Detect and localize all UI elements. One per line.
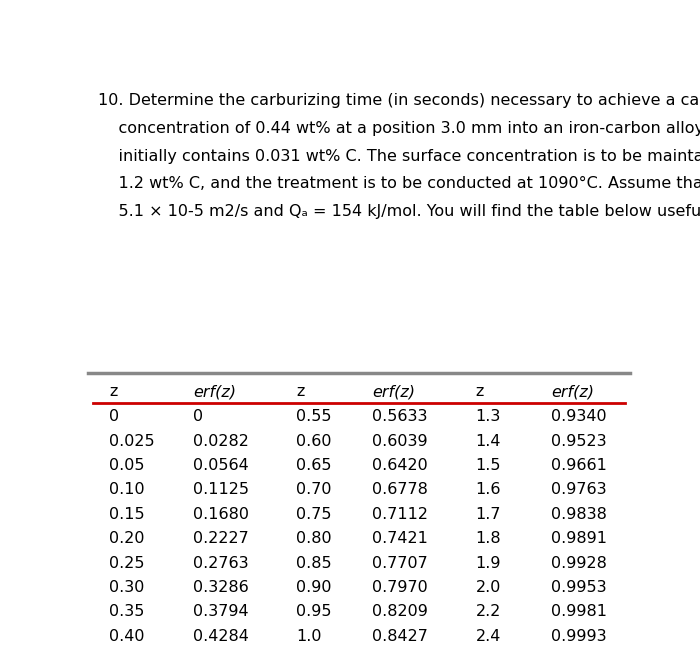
Text: 0.9523: 0.9523 [552, 434, 607, 449]
Text: 0.95: 0.95 [296, 604, 332, 619]
Text: 0.9953: 0.9953 [552, 580, 607, 595]
Text: 1.4: 1.4 [475, 434, 501, 449]
Text: 0.10: 0.10 [109, 483, 145, 498]
Text: 0.9993: 0.9993 [552, 629, 607, 644]
Text: z: z [296, 384, 304, 399]
Text: 1.6: 1.6 [475, 483, 501, 498]
Text: 0.75: 0.75 [296, 507, 332, 522]
Text: 0.8209: 0.8209 [372, 604, 428, 619]
Text: 0.6420: 0.6420 [372, 458, 428, 473]
Text: 0.20: 0.20 [109, 531, 145, 546]
Text: 1.3: 1.3 [475, 409, 500, 424]
Text: 1.8: 1.8 [475, 531, 501, 546]
Text: initially contains 0.031 wt% C. The surface concentration is to be maintained at: initially contains 0.031 wt% C. The surf… [98, 149, 700, 164]
Text: 0.05: 0.05 [109, 458, 145, 473]
Text: 0.15: 0.15 [109, 507, 145, 522]
Text: 0.60: 0.60 [296, 434, 332, 449]
Text: erf(z): erf(z) [193, 384, 237, 399]
Text: concentration of 0.44 wt% at a position 3.0 mm into an iron-carbon alloy that: concentration of 0.44 wt% at a position … [98, 121, 700, 136]
Text: 1.5: 1.5 [475, 458, 501, 473]
Text: z: z [475, 384, 484, 399]
Text: 0.7707: 0.7707 [372, 556, 428, 571]
Text: 0.2763: 0.2763 [193, 556, 249, 571]
Text: 0.70: 0.70 [296, 483, 332, 498]
Text: 2.0: 2.0 [475, 580, 500, 595]
Text: 1.0: 1.0 [296, 629, 322, 644]
Text: 0.35: 0.35 [109, 604, 145, 619]
Text: 0.80: 0.80 [296, 531, 332, 546]
Text: 0.3286: 0.3286 [193, 580, 249, 595]
Text: 10. Determine the carburizing time (in seconds) necessary to achieve a carbon: 10. Determine the carburizing time (in s… [98, 93, 700, 108]
Text: 0.9891: 0.9891 [552, 531, 608, 546]
Text: 0.7112: 0.7112 [372, 507, 428, 522]
Text: 0.3794: 0.3794 [193, 604, 249, 619]
Text: 0.9763: 0.9763 [552, 483, 607, 498]
Text: 1.7: 1.7 [475, 507, 501, 522]
Text: 0.55: 0.55 [296, 409, 332, 424]
Text: erf(z): erf(z) [372, 384, 415, 399]
Text: 0.65: 0.65 [296, 458, 332, 473]
Text: 0.30: 0.30 [109, 580, 145, 595]
Text: 0: 0 [109, 409, 119, 424]
Text: 0.1125: 0.1125 [193, 483, 249, 498]
Text: 2.2: 2.2 [475, 604, 500, 619]
Text: 0.025: 0.025 [109, 434, 155, 449]
Text: 0.6778: 0.6778 [372, 483, 428, 498]
Text: 0.7970: 0.7970 [372, 580, 428, 595]
Text: 0.7421: 0.7421 [372, 531, 428, 546]
Text: 0.0564: 0.0564 [193, 458, 249, 473]
Text: 0.9981: 0.9981 [552, 604, 608, 619]
Text: 0.9661: 0.9661 [552, 458, 607, 473]
Text: 1.9: 1.9 [475, 556, 501, 571]
Text: 0.1680: 0.1680 [193, 507, 249, 522]
Text: 0.0282: 0.0282 [193, 434, 249, 449]
Text: 0.90: 0.90 [296, 580, 332, 595]
Text: 1.2 wt% C, and the treatment is to be conducted at 1090°C. Assume that D0 =: 1.2 wt% C, and the treatment is to be co… [98, 176, 700, 191]
Text: 0.9340: 0.9340 [552, 409, 607, 424]
Text: 0.25: 0.25 [109, 556, 145, 571]
Text: 0.4284: 0.4284 [193, 629, 249, 644]
Text: 0.2227: 0.2227 [193, 531, 249, 546]
Text: z: z [109, 384, 118, 399]
Text: 0.40: 0.40 [109, 629, 145, 644]
Text: 0.5633: 0.5633 [372, 409, 428, 424]
Text: 0.9838: 0.9838 [552, 507, 607, 522]
Text: erf(z): erf(z) [552, 384, 594, 399]
Text: 0.8427: 0.8427 [372, 629, 428, 644]
Text: 0.9928: 0.9928 [552, 556, 607, 571]
Text: 2.4: 2.4 [475, 629, 500, 644]
Text: 0: 0 [193, 409, 204, 424]
Text: 0.85: 0.85 [296, 556, 332, 571]
Text: 5.1 × 10-5 m2/s and Qₐ = 154 kJ/mol. You will find the table below useful.: 5.1 × 10-5 m2/s and Qₐ = 154 kJ/mol. You… [98, 204, 700, 219]
Text: 0.6039: 0.6039 [372, 434, 428, 449]
